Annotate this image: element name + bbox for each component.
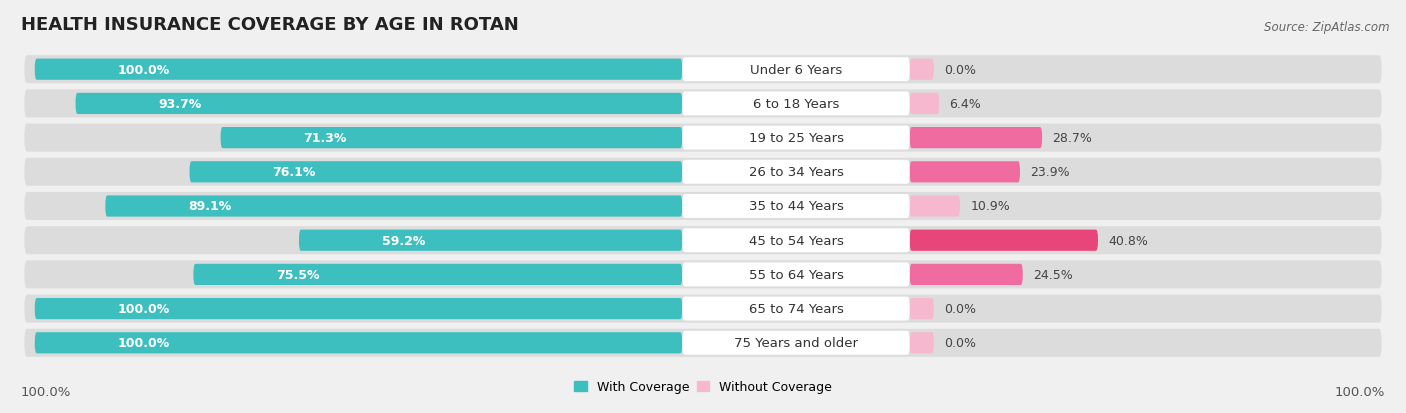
Text: 28.7%: 28.7% [1053,132,1092,145]
FancyBboxPatch shape [682,160,910,184]
Text: 35 to 44 Years: 35 to 44 Years [748,200,844,213]
Text: 71.3%: 71.3% [304,132,347,145]
FancyBboxPatch shape [682,263,910,287]
FancyBboxPatch shape [910,332,934,354]
FancyBboxPatch shape [35,332,682,354]
Text: 100.0%: 100.0% [118,337,170,349]
Text: HEALTH INSURANCE COVERAGE BY AGE IN ROTAN: HEALTH INSURANCE COVERAGE BY AGE IN ROTA… [21,16,519,34]
Text: 10.9%: 10.9% [970,200,1010,213]
FancyBboxPatch shape [24,227,1382,254]
Text: 89.1%: 89.1% [188,200,231,213]
FancyBboxPatch shape [682,331,910,355]
FancyBboxPatch shape [910,230,1098,251]
FancyBboxPatch shape [76,94,682,115]
FancyBboxPatch shape [24,159,1382,186]
Text: 75 Years and older: 75 Years and older [734,337,858,349]
Text: 45 to 54 Years: 45 to 54 Years [748,234,844,247]
FancyBboxPatch shape [221,128,682,149]
Text: Under 6 Years: Under 6 Years [749,64,842,76]
FancyBboxPatch shape [682,58,910,82]
Text: 6 to 18 Years: 6 to 18 Years [752,97,839,111]
Text: 40.8%: 40.8% [1108,234,1149,247]
FancyBboxPatch shape [910,298,934,319]
FancyBboxPatch shape [682,92,910,116]
FancyBboxPatch shape [682,126,910,150]
FancyBboxPatch shape [682,229,910,253]
FancyBboxPatch shape [24,295,1382,323]
FancyBboxPatch shape [105,196,682,217]
Text: 55 to 64 Years: 55 to 64 Years [748,268,844,281]
Text: 93.7%: 93.7% [159,97,201,111]
Text: 24.5%: 24.5% [1033,268,1073,281]
FancyBboxPatch shape [682,297,910,321]
Text: 100.0%: 100.0% [1334,385,1385,399]
FancyBboxPatch shape [24,124,1382,152]
Text: 26 to 34 Years: 26 to 34 Years [748,166,844,179]
Text: Source: ZipAtlas.com: Source: ZipAtlas.com [1264,21,1389,34]
FancyBboxPatch shape [35,59,682,81]
Legend: With Coverage, Without Coverage: With Coverage, Without Coverage [569,375,837,398]
FancyBboxPatch shape [910,128,1042,149]
Text: 100.0%: 100.0% [118,302,170,316]
Text: 100.0%: 100.0% [21,385,72,399]
FancyBboxPatch shape [682,195,910,218]
FancyBboxPatch shape [24,192,1382,221]
FancyBboxPatch shape [190,162,682,183]
Text: 0.0%: 0.0% [945,302,976,316]
FancyBboxPatch shape [299,230,682,251]
FancyBboxPatch shape [910,264,1022,285]
Text: 0.0%: 0.0% [945,337,976,349]
FancyBboxPatch shape [194,264,682,285]
FancyBboxPatch shape [24,56,1382,84]
FancyBboxPatch shape [910,94,939,115]
FancyBboxPatch shape [24,90,1382,118]
FancyBboxPatch shape [910,196,960,217]
FancyBboxPatch shape [910,59,934,81]
Text: 23.9%: 23.9% [1031,166,1070,179]
Text: 0.0%: 0.0% [945,64,976,76]
FancyBboxPatch shape [24,261,1382,289]
Text: 59.2%: 59.2% [381,234,425,247]
FancyBboxPatch shape [24,329,1382,357]
FancyBboxPatch shape [910,162,1019,183]
Text: 19 to 25 Years: 19 to 25 Years [748,132,844,145]
Text: 6.4%: 6.4% [949,97,981,111]
Text: 100.0%: 100.0% [118,64,170,76]
Text: 76.1%: 76.1% [273,166,315,179]
Text: 65 to 74 Years: 65 to 74 Years [748,302,844,316]
Text: 75.5%: 75.5% [276,268,319,281]
FancyBboxPatch shape [35,298,682,319]
